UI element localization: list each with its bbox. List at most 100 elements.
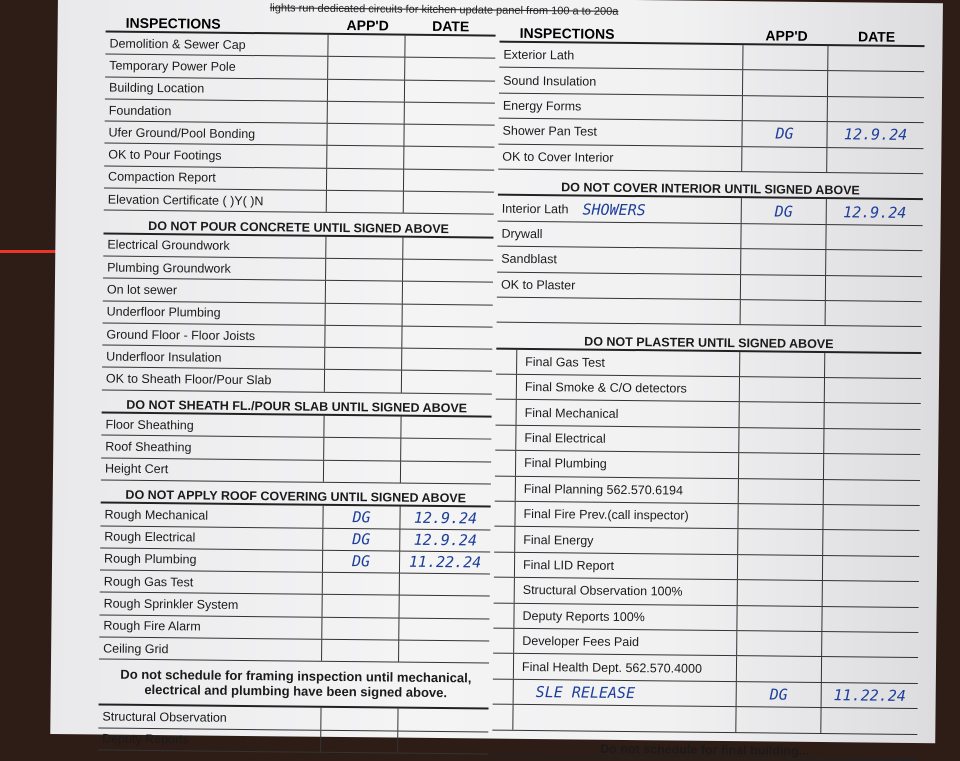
inspection-label: OK to Cover Interior <box>498 144 741 171</box>
approval-date-cell <box>401 304 493 327</box>
inspection-label <box>512 704 736 732</box>
banner-text: DO NOT PLASTER UNTIL SIGNED ABOVE <box>584 334 834 351</box>
approval-date-cell: 12.9.24 <box>399 506 491 530</box>
approval-date-cell <box>821 606 919 633</box>
approval-date-cell <box>821 555 920 582</box>
approval-date-cell <box>820 657 919 683</box>
header-date: DATE <box>857 28 896 45</box>
approved-initials-cell <box>321 572 399 596</box>
approval-date-cell <box>403 147 495 170</box>
approved-initials-cell <box>320 730 398 753</box>
handwritten-note: SLE RELEASE <box>535 682 636 703</box>
inspection-label: Underfloor Plumbing <box>103 301 325 325</box>
inspection-name: Building Location <box>108 80 205 96</box>
inspection-name: On lot sewer <box>106 282 178 298</box>
approval-date-cell <box>404 35 496 58</box>
header-date: DATE <box>432 17 470 35</box>
approved-initials-cell <box>738 377 825 403</box>
inspection-name: Rough Plumbing <box>104 551 197 567</box>
approval-date-cell <box>397 731 489 754</box>
inspection-record-card: lights run dedicated circuits for kitche… <box>50 0 943 761</box>
inspection-label: Compaction Report <box>104 166 326 190</box>
inspection-name: OK to Cover Interior <box>502 149 614 165</box>
approval-date-cell <box>823 428 921 455</box>
inspection-label: Rough Fire Alarm <box>99 615 321 639</box>
approved-initials-cell: DG <box>740 198 826 224</box>
approved-initials-cell <box>321 595 399 618</box>
inspection-name: Final Smoke & C/O detectors <box>524 380 687 396</box>
left-rows: Demolition & Sewer Cap Temporary Power Po… <box>98 32 496 755</box>
approval-date-cell <box>399 461 492 484</box>
inspection-label: Rough Mechanical <box>100 504 322 528</box>
approved-initials-cell <box>326 79 405 102</box>
inspection-name: Underfloor Insulation <box>106 349 222 365</box>
approved-initials-cell: DG <box>322 528 400 551</box>
red-marker-line <box>0 250 57 253</box>
table-row: Deputy Reports <box>98 728 489 755</box>
approved-initials-cell <box>739 274 826 300</box>
inspection-name: Foundation <box>108 103 172 118</box>
approved-initials-cell <box>737 504 823 530</box>
inspection-label: Final Health Dept. 562.570.4000 <box>512 654 737 681</box>
approval-date-cell <box>403 124 495 148</box>
inspection-name: OK to Pour Footings <box>108 147 222 163</box>
inspection-name: Roof Sheathing <box>105 439 192 455</box>
approval-date-cell <box>826 71 925 97</box>
approved-initials-cell <box>737 453 824 479</box>
inspection-label: Final Fire Prev.(call inspector) <box>514 501 738 529</box>
header-appd: APP'D <box>765 27 808 44</box>
approved-initials-cell: DG <box>741 121 827 147</box>
approval-date-cell: 11.22.24 <box>820 682 918 709</box>
approved-initials-cell: DG <box>322 506 400 529</box>
inspection-name: Plumbing Groundwork <box>107 260 231 276</box>
inspection-name: Underfloor Plumbing <box>106 304 221 320</box>
approval-date-cell <box>824 300 922 327</box>
inspection-name: Rough Sprinkler System <box>103 596 239 612</box>
warning-note: Do not schedule for framing inspection u… <box>98 659 490 710</box>
inspection-name: Compaction Report <box>108 169 216 186</box>
approved-initials-cell <box>327 34 405 57</box>
approved-initials-cell <box>321 617 399 640</box>
inspection-name: Ufer Ground/Pool Bonding <box>108 125 256 141</box>
approval-date-cell: 12.9.24 <box>399 529 491 552</box>
approval-date-cell <box>824 352 922 379</box>
approval-date-cell <box>826 96 924 123</box>
approved-initials-cell <box>736 605 822 632</box>
approval-date-cell <box>401 281 493 305</box>
approval-date-cell <box>820 708 918 734</box>
approved-initials-cell <box>738 428 824 454</box>
inspection-name: Deputy Reports 100% <box>522 608 645 624</box>
approval-date-cell <box>823 403 921 429</box>
approval-date-cell <box>402 191 494 214</box>
approval-date-cell <box>821 581 919 607</box>
banner-text: DO NOT COVER INTERIOR UNTIL SIGNED ABOVE <box>561 180 860 198</box>
approved-initials-cell <box>739 351 825 378</box>
inspection-name: Final Electrical <box>524 430 606 446</box>
inspection-label: Structural Observation 100% <box>513 578 737 605</box>
approved-initials-cell <box>735 656 822 682</box>
inspection-label: Sound Insulation <box>499 68 742 95</box>
approved-initials-cell <box>325 258 403 281</box>
approval-date-cell <box>822 454 921 480</box>
banner-text: Do not schedule for final building... <box>600 741 810 758</box>
inspection-name: Final LID Report <box>522 557 615 573</box>
approval-date-cell <box>821 632 919 658</box>
approval-date-cell <box>402 237 494 260</box>
header-inspections: INSPECTIONS <box>519 24 615 42</box>
inspection-label: Exterior Lath <box>499 43 742 70</box>
approved-initials-cell <box>326 124 404 147</box>
inspection-label: Rough Electrical <box>100 526 322 550</box>
inspection-label: Demolition & Sewer Cap <box>105 33 327 57</box>
inspection-name: Deputy Reports <box>102 731 190 747</box>
inspection-name: OK to Sheath Floor/Pour Slab <box>105 371 272 388</box>
inspection-label: OK to Pour Footings <box>104 144 326 168</box>
inspection-label: Final Mechanical <box>515 400 739 428</box>
approval-date-cell <box>401 326 493 349</box>
inspection-label: Electrical Groundwork <box>103 234 325 258</box>
approved-initials-cell <box>325 236 403 259</box>
inspection-label: SLE RELEASE <box>512 679 736 707</box>
approved-initials-cell <box>741 146 827 173</box>
approved-initials-cell <box>738 402 824 428</box>
inspection-name: Ceiling Grid <box>103 641 169 656</box>
inspection-label: Final Energy <box>514 527 738 554</box>
